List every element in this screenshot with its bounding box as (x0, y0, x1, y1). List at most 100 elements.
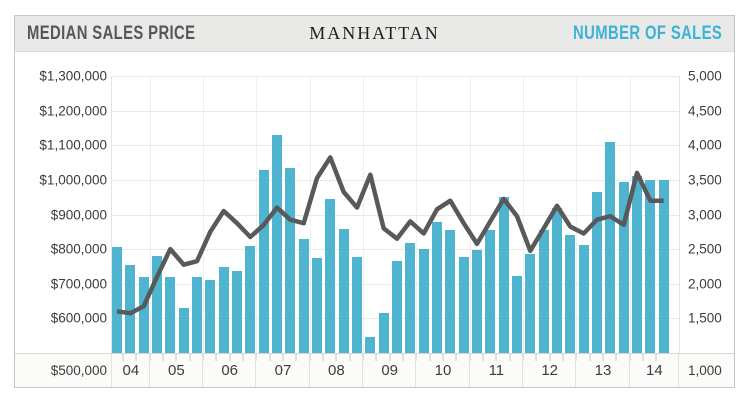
quarter-tick (388, 354, 391, 361)
left-axis-label: $600,000 (50, 310, 107, 326)
right-axis-title: NUMBER OF SALES (572, 23, 722, 44)
right-axis-label: 4,000 (688, 137, 722, 153)
sales-bar (325, 198, 336, 353)
quarter-tick (335, 354, 338, 361)
year-label: 14 (645, 362, 663, 379)
right-axis-label: 2,500 (688, 241, 722, 257)
sales-bar (591, 192, 602, 353)
gridline (112, 145, 679, 147)
quarter-tick (548, 354, 551, 361)
quarter-tick (215, 354, 218, 361)
year-separator (523, 76, 525, 353)
x-axis-band: $500,000 1,000 04 05 06 07 08 09 10 11 12 13 14 (15, 353, 734, 387)
quarter-tick (282, 354, 285, 361)
sales-bar (178, 308, 189, 353)
sales-bar (311, 257, 322, 353)
year-cell: 12 (522, 354, 576, 387)
year-cell: 08 (308, 354, 363, 387)
right-axis-label: 1,500 (688, 310, 722, 326)
sales-bar (618, 181, 629, 353)
right-axis-label: 2,000 (688, 276, 722, 292)
sales-bar (551, 207, 562, 353)
sales-bar (538, 230, 549, 353)
quarter-tick (188, 354, 191, 361)
sales-bar (431, 222, 442, 353)
left-axis-label: $900,000 (50, 207, 107, 222)
quarter-tick (642, 354, 645, 361)
year-cell: 14 (628, 354, 679, 387)
sales-bar (458, 256, 469, 353)
year-separator (629, 76, 631, 353)
sales-bar (258, 169, 269, 353)
year-separator (256, 76, 258, 353)
sales-bar (125, 264, 136, 353)
sales-bar (112, 247, 122, 353)
year-cell: 07 (255, 354, 309, 387)
sales-bar (338, 229, 349, 353)
plot-area (111, 76, 680, 353)
left-axis-title: MEDIAN SALES PRICE (27, 23, 196, 44)
sales-bar (218, 267, 229, 353)
quarter-tick (522, 354, 525, 361)
gridline (112, 249, 679, 251)
sales-bar (405, 243, 416, 353)
chart-panel: MEDIAN SALES PRICE MANHATTAN NUMBER OF S… (14, 15, 735, 388)
quarter-tick (535, 354, 538, 361)
year-cell-end (678, 354, 679, 387)
gridline (112, 179, 679, 181)
year-separator (576, 76, 578, 353)
left-axis-label: $500,000 (50, 363, 107, 378)
quarter-tick (562, 354, 565, 361)
sales-bar (471, 249, 482, 353)
sales-bar (298, 238, 309, 353)
sales-bar (138, 276, 149, 353)
quarter-tick (255, 354, 258, 361)
right-axis-label: 3,500 (688, 172, 722, 188)
quarter-tick (655, 354, 658, 361)
gridline (112, 110, 679, 112)
year-separator (469, 76, 471, 353)
sales-bar (245, 245, 256, 353)
quarter-tick (495, 354, 498, 361)
sales-bar (285, 167, 296, 353)
year-cell: 13 (575, 354, 629, 387)
year-cell: 11 (468, 354, 523, 387)
sales-bar (231, 270, 242, 353)
year-label: 12 (541, 362, 559, 379)
year-label: 11 (488, 362, 505, 379)
quarter-tick (508, 354, 511, 361)
year-separator (309, 76, 311, 353)
quarter-tick (468, 354, 471, 361)
left-axis-label: $1,100,000 (39, 137, 107, 153)
quarter-tick (242, 354, 245, 361)
sales-bar (525, 253, 536, 353)
left-axis-label: $1,300,000 (39, 68, 107, 84)
year-label: 10 (434, 362, 452, 379)
quarter-tick (375, 354, 378, 361)
quarter-tick (402, 354, 405, 361)
quarter-tick (602, 354, 605, 361)
sales-bar (378, 313, 389, 353)
sales-bar (418, 249, 429, 353)
left-axis-label: $1,000,000 (39, 172, 107, 188)
year-cell: 04 (111, 354, 150, 387)
sales-bar (191, 276, 202, 353)
sales-bar (271, 135, 282, 353)
right-axis-label: 1,000 (688, 363, 722, 378)
left-axis-label: $800,000 (50, 241, 107, 257)
quarter-tick (308, 354, 311, 361)
quarter-tick (482, 354, 485, 361)
year-label: 07 (274, 362, 292, 379)
sales-bar (631, 176, 642, 353)
left-axis-label: $1,200,000 (39, 103, 107, 119)
quarter-tick (295, 354, 298, 361)
sales-bar (605, 141, 616, 353)
sales-bar (165, 276, 176, 353)
quarter-tick (135, 354, 138, 361)
year-cell: 09 (362, 354, 416, 387)
year-separator (149, 76, 151, 353)
sales-bar (645, 179, 656, 353)
gridline (112, 76, 679, 77)
year-separator (203, 76, 205, 353)
